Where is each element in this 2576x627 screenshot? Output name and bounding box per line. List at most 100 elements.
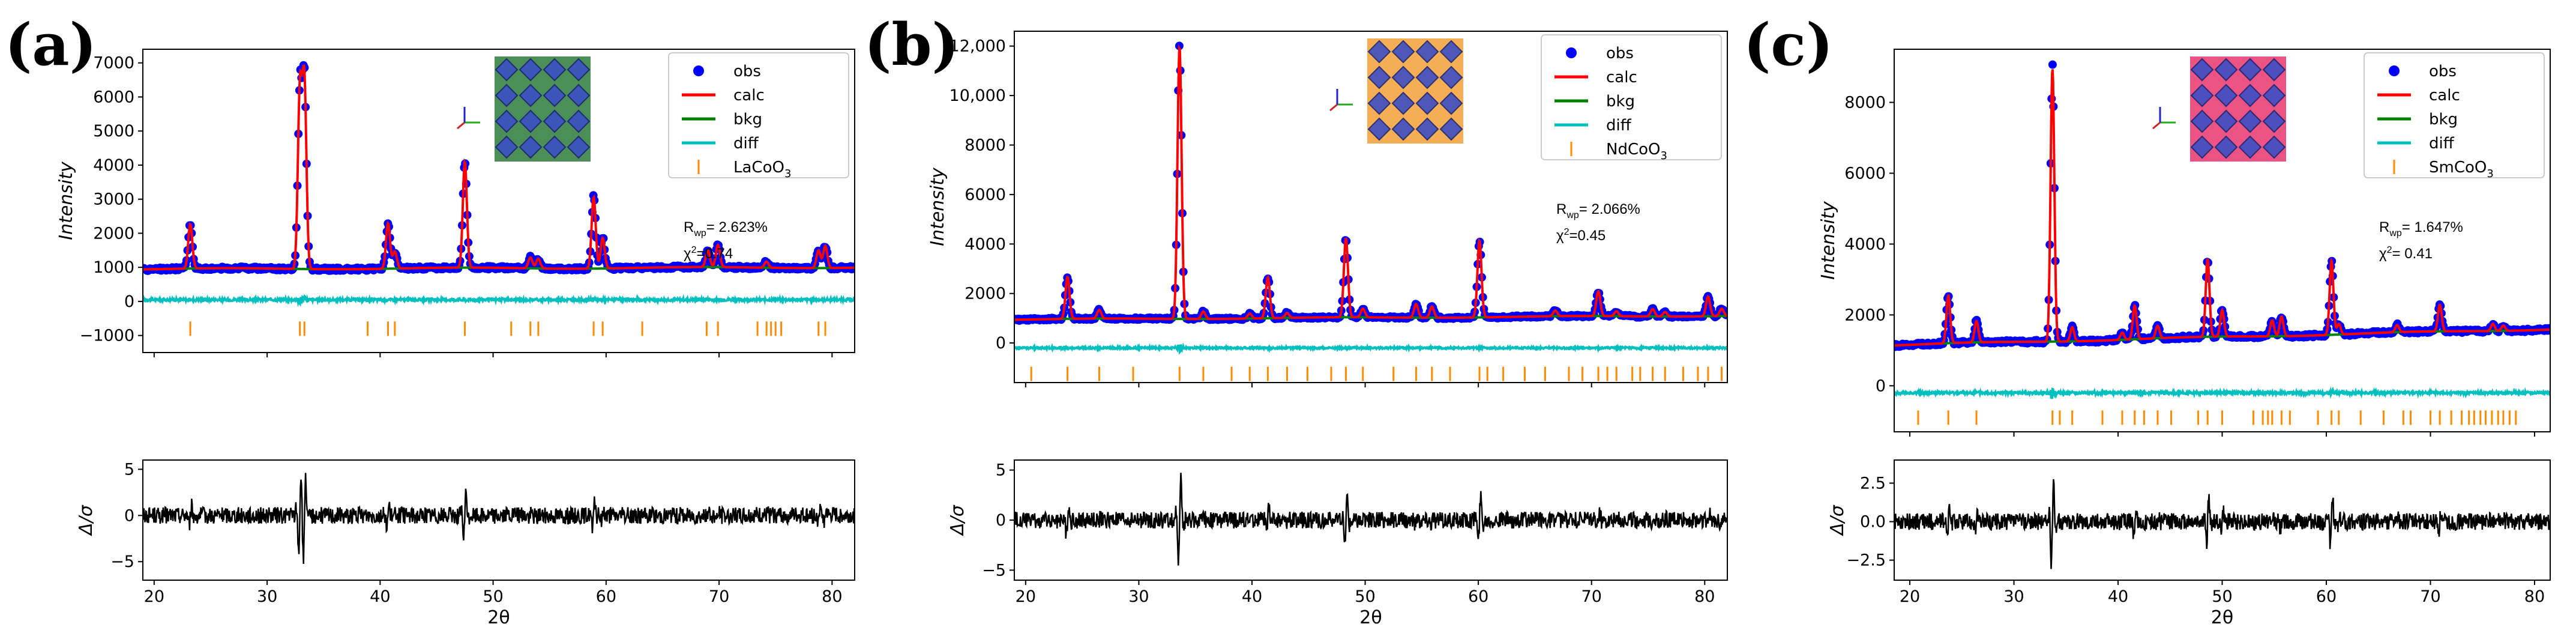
crystal-structure-icon (2152, 56, 2286, 162)
compound-name: NdCoO (1606, 141, 1660, 159)
resid-y-axis-label: Δ/σ (1827, 504, 1848, 536)
octahedron (567, 58, 591, 82)
legend-label: bkg (2429, 111, 2458, 129)
octahedron (495, 83, 519, 108)
gizmo-x (2152, 121, 2161, 130)
xtick-label: 40 (2108, 587, 2128, 606)
ytick-label: 3000 (93, 190, 134, 209)
xtick-label: 70 (2420, 587, 2440, 606)
legend-label: bkg (733, 111, 762, 129)
ytick-label: 0 (124, 292, 134, 311)
rwp-text: Rwp= 2.623% (684, 219, 768, 238)
octahedron (1415, 40, 1439, 64)
legend: obs calc bkg diff NdCoO3 (1541, 34, 1722, 162)
octahedron (1439, 65, 1463, 89)
xtick-label: 50 (483, 587, 503, 606)
resid-axes-frame (142, 459, 855, 581)
xtick-label: 20 (1900, 587, 1920, 606)
octahedron (2190, 83, 2214, 108)
crystal-structure-icon (1329, 38, 1463, 144)
xtick-label: 60 (2316, 587, 2337, 606)
plot-area (143, 61, 855, 336)
octahedron (495, 58, 519, 82)
resid-line (1014, 473, 1727, 566)
chi-label: χ (1556, 228, 1564, 244)
octahedron (1415, 65, 1439, 89)
octahedron (519, 109, 543, 133)
xtick-label: 30 (257, 587, 277, 606)
xtick-label: 70 (1581, 587, 1602, 606)
xtick-label: 40 (370, 587, 390, 606)
octahedron (1439, 40, 1463, 64)
legend-label: diff (1606, 117, 1632, 135)
legend-label: calc (1606, 68, 1637, 86)
x-axis-label: 2θ (487, 607, 510, 627)
panel-letter: (a) (5, 11, 97, 79)
xtick-label: 80 (822, 587, 842, 606)
octahedron (543, 109, 567, 133)
octahedron (543, 135, 567, 159)
ytick-label: 6000 (1844, 164, 1886, 183)
panel-a: (a) −1000 0 1000 2000 3000 4000 5000 6000 7000 Int… (5, 11, 855, 627)
octahedron (567, 109, 591, 133)
rwp-label: R (2379, 219, 2389, 235)
gizmo-x (457, 121, 465, 130)
ytick-label: −1000 (80, 327, 134, 345)
hkl-ticks (1030, 366, 1723, 381)
ytick-label: 8000 (964, 136, 1006, 155)
octahedron (1415, 91, 1439, 115)
octahedron (1439, 91, 1463, 115)
compound-subscript: 3 (2487, 168, 2493, 180)
xtick-label: 20 (1016, 587, 1036, 606)
octahedron (2262, 135, 2286, 159)
legend-label: obs (2429, 62, 2457, 80)
main-axes-frame (142, 49, 855, 353)
hkl-ticks (1917, 410, 2517, 425)
hkl-ticks (189, 321, 826, 336)
crystal-structure-icon (457, 56, 591, 162)
compound-subscript: 3 (1660, 150, 1667, 162)
octahedron (1391, 91, 1415, 115)
xtick-label: 50 (1355, 587, 1375, 606)
legend-label: bkg (1606, 92, 1635, 111)
compound-name: LaCoO (733, 159, 784, 177)
rwp-text: Rwp= 1.647% (2379, 219, 2463, 238)
octahedron (543, 83, 567, 108)
resid-ytick-label: −2.5 (1846, 551, 1886, 570)
octahedron (1367, 117, 1391, 141)
resid-ytick-label: 0 (996, 511, 1006, 530)
octahedron (2214, 135, 2238, 159)
ytick-label: 4000 (1844, 235, 1886, 253)
legend-label: diff (2429, 135, 2455, 153)
resid-y-axis-label: Δ/σ (76, 504, 97, 536)
octahedron (2238, 58, 2262, 82)
xtick-label: 40 (1242, 587, 1262, 606)
resid-line (1894, 479, 2550, 569)
ytick-label: 8000 (1844, 93, 1886, 112)
resid-area (143, 473, 855, 564)
legend-obs-marker (693, 65, 704, 76)
legend-obs-marker (1566, 47, 1577, 58)
ytick-label: 10,000 (949, 86, 1006, 105)
ytick-label: 12,000 (949, 37, 1006, 56)
panel-letter: (c) (1744, 11, 1833, 79)
octahedron (1415, 117, 1439, 141)
legend-label: obs (1606, 44, 1634, 62)
octahedron (2214, 83, 2238, 108)
rwp-subscript: wp (1566, 210, 1579, 220)
octahedron (1439, 117, 1463, 141)
legend-compound: LaCoO3 (733, 159, 791, 180)
octahedron (1391, 117, 1415, 141)
ytick-label: 6000 (93, 88, 134, 106)
legend-box (1541, 34, 1722, 160)
octahedron (2238, 135, 2262, 159)
resid-ytick-label: −5 (110, 553, 134, 571)
resid-line (143, 473, 855, 564)
chi-value: =0.45 (1569, 228, 1606, 244)
panel-b: (b) 0 2000 4000 6000 8000 10,000 12,000 Intensit… (864, 11, 1728, 627)
resid-area (1894, 479, 2550, 569)
xtick-label: 20 (144, 587, 164, 606)
panel-letter: (b) (864, 11, 959, 79)
legend-compound: NdCoO3 (1606, 141, 1667, 162)
xtick-label: 50 (2212, 587, 2232, 606)
